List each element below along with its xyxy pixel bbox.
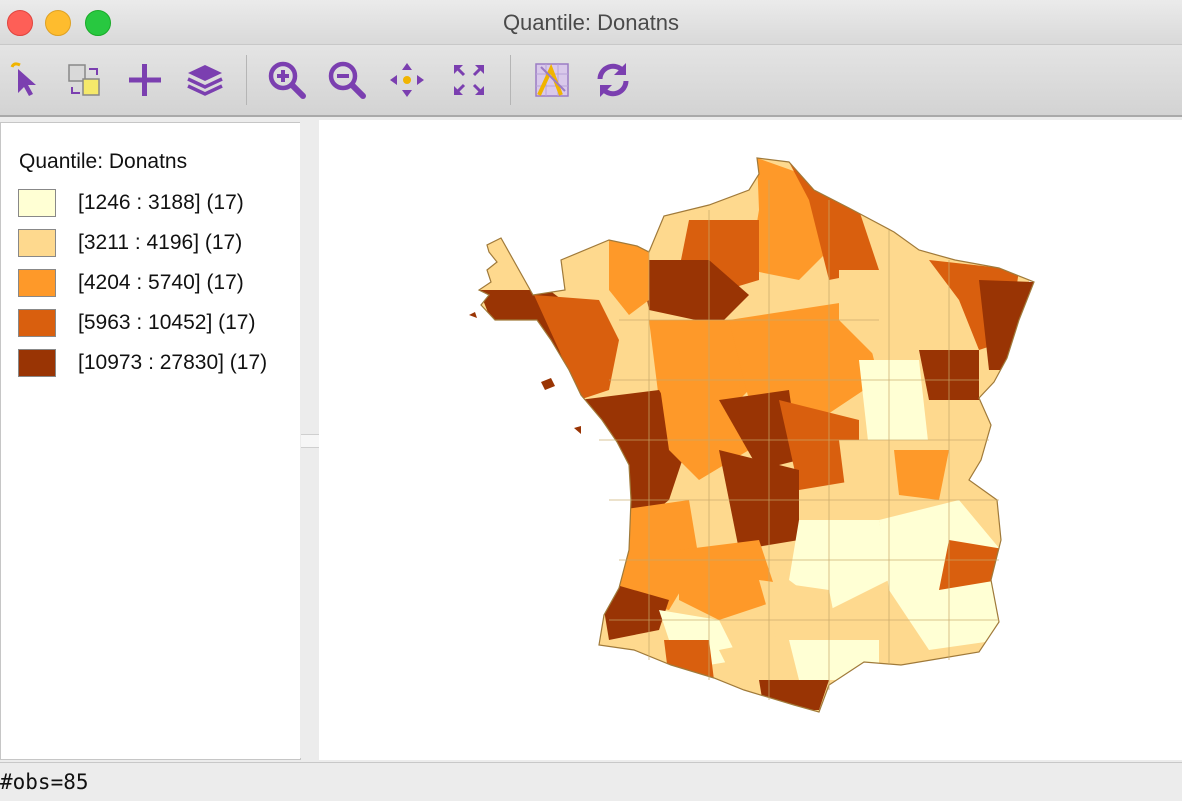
- select-arrow-icon: [10, 62, 36, 96]
- legend-title: Quantile: Donatns: [19, 150, 188, 173]
- legend-label: [1246 : 3188] (17): [78, 191, 244, 214]
- legend-label: [4204 : 5740] (17): [78, 271, 244, 294]
- legend-swatch[interactable]: [18, 229, 56, 257]
- legend-swatch[interactable]: [18, 189, 56, 217]
- close-window-button[interactable]: [7, 10, 33, 36]
- toolbar-separator: [246, 55, 247, 105]
- observation-count: #obs=85: [0, 770, 89, 794]
- pan-arrows-icon: [390, 63, 424, 97]
- plus-icon: [129, 64, 161, 96]
- map-canvas[interactable]: [319, 120, 1182, 760]
- refresh-icon: [597, 63, 629, 97]
- toolbar: [0, 45, 1182, 117]
- full-extent-icon: [454, 65, 484, 95]
- title-bar: Quantile: Donatns: [0, 0, 1182, 45]
- maximize-window-button[interactable]: [85, 10, 111, 36]
- zoom-out-tool-button[interactable]: [326, 59, 368, 101]
- zoom-in-icon: [268, 61, 306, 99]
- layers-tool-button[interactable]: [184, 59, 226, 101]
- basemap-tool-button[interactable]: [531, 59, 573, 101]
- panel-splitter[interactable]: [300, 122, 319, 758]
- select-tool-button[interactable]: [4, 59, 46, 101]
- splitter-handle[interactable]: [301, 434, 319, 448]
- refresh-tool-button[interactable]: [592, 59, 634, 101]
- minimize-window-button[interactable]: [45, 10, 71, 36]
- legend-label: [3211 : 4196] (17): [78, 231, 243, 254]
- legend-label: [5963 : 10452] (17): [78, 311, 256, 334]
- toolbar-separator: [510, 55, 511, 105]
- basemap-icon: [535, 63, 569, 97]
- legend-swatch[interactable]: [18, 269, 56, 297]
- add-tool-button[interactable]: [124, 59, 166, 101]
- pan-tool-button[interactable]: [386, 59, 428, 101]
- selection-shape-tool-button[interactable]: [64, 59, 106, 101]
- layers-icon: [187, 65, 223, 96]
- zoom-in-tool-button[interactable]: [266, 59, 308, 101]
- legend-panel: Quantile: Donatns [1246 : 3188] (17) [32…: [0, 122, 301, 760]
- legend-swatch[interactable]: [18, 309, 56, 337]
- zoom-out-icon: [328, 61, 366, 99]
- window-title: Quantile: Donatns: [502, 10, 680, 35]
- choropleth-map[interactable]: [319, 120, 1182, 760]
- legend-swatch[interactable]: [18, 349, 56, 377]
- status-bar: #obs=85: [0, 762, 1182, 801]
- selection-shape-icon: [68, 64, 100, 96]
- full-extent-tool-button[interactable]: [448, 59, 490, 101]
- legend-label: [10973 : 27830] (17): [78, 351, 268, 374]
